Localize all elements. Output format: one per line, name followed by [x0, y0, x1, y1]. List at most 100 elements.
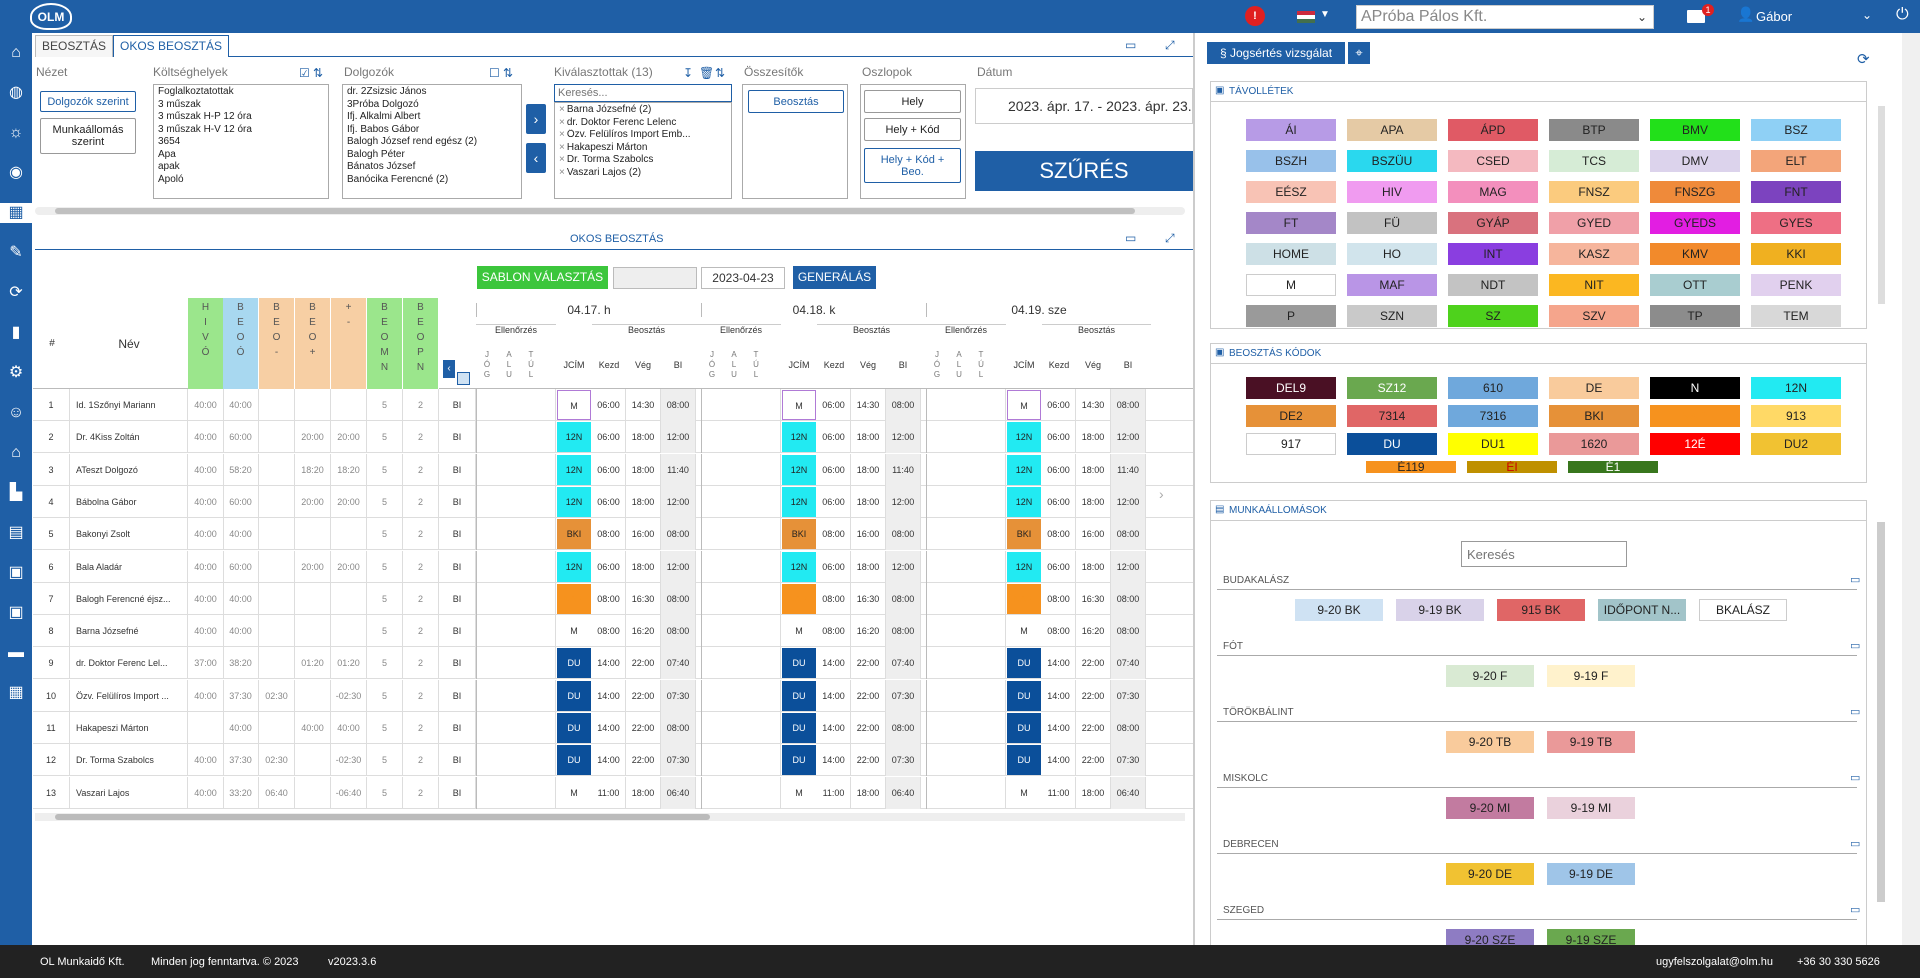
- schedule-code[interactable]: É119: [1366, 461, 1456, 473]
- worker-item[interactable]: Balogh Péter: [347, 148, 405, 160]
- shift-code-cell[interactable]: NAPI: [557, 583, 591, 614]
- shift-code-cell[interactable]: 12N: [1007, 551, 1041, 582]
- shift-code-cell[interactable]: M: [782, 616, 816, 647]
- check-cells[interactable]: [476, 421, 556, 454]
- selected-list[interactable]: × Barna Józsefné (2) × dr. Doktor Ferenc Le…: [554, 102, 732, 199]
- chevron-down-icon[interactable]: ⌄: [1862, 8, 1873, 22]
- mail-icon[interactable]: [1687, 10, 1705, 23]
- check-cells[interactable]: [926, 421, 1006, 454]
- check-cells[interactable]: [476, 712, 556, 744]
- column-place-code-button[interactable]: Hely + Kód: [864, 118, 961, 141]
- absence-code[interactable]: BMV: [1650, 119, 1740, 141]
- shift-code-cell[interactable]: BKI: [1007, 519, 1041, 550]
- check-cells[interactable]: [476, 647, 556, 680]
- check-cells[interactable]: [926, 582, 1006, 615]
- table-row[interactable]: 6 Bala Aladár 40:00 60:00 20:00 20:00 5 2 BI 12N 0…: [33, 550, 1193, 583]
- schedule-code[interactable]: 12N: [1751, 377, 1841, 399]
- schedule-code[interactable]: DU1: [1448, 433, 1538, 455]
- home-icon[interactable]: ⌂: [11, 44, 21, 61]
- table-icon[interactable]: [457, 372, 470, 385]
- table-row[interactable]: 9 dr. Doktor Ferenc Lel... 37:00 38:20 01:20…: [33, 647, 1193, 680]
- workstation-item[interactable]: 9-19 MI: [1547, 797, 1635, 819]
- trash-icon[interactable]: 🗑: [699, 66, 715, 80]
- worker-item[interactable]: dr. 2Zsizsic János: [347, 86, 427, 97]
- absence-code[interactable]: HO: [1347, 243, 1437, 265]
- cost-center-item[interactable]: 3654: [158, 136, 181, 147]
- absence-code[interactable]: HIV: [1347, 181, 1437, 203]
- worker-item[interactable]: Banócika Ferencné (2): [347, 173, 449, 185]
- check-cells[interactable]: [701, 776, 781, 809]
- absence-code[interactable]: EÉSZ: [1246, 181, 1336, 203]
- table-row[interactable]: 12 Dr. Torma Szabolcs 40:00 37:30 02:30 -02:3…: [33, 744, 1193, 777]
- check-cells[interactable]: [476, 776, 556, 809]
- workstation-group-header[interactable]: DEBRECEN: [1217, 836, 1857, 854]
- remove-icon[interactable]: ×: [559, 166, 565, 178]
- check-cells[interactable]: [701, 615, 781, 648]
- shift-code-cell[interactable]: 12N: [557, 551, 591, 582]
- sun-icon[interactable]: ☼: [8, 124, 24, 141]
- collapse-columns-button[interactable]: ‹: [443, 360, 455, 378]
- collapse-icon[interactable]: ▭: [1850, 772, 1861, 784]
- tools-icon[interactable]: ✎: [9, 244, 23, 261]
- folder-icon[interactable]: ▬: [8, 644, 24, 661]
- absences-scrollbar[interactable]: [1878, 106, 1885, 304]
- remove-icon[interactable]: ×: [559, 116, 565, 128]
- expand-icon[interactable]: ⤢: [1165, 38, 1175, 52]
- filter-scroll-thumb[interactable]: [55, 208, 1135, 214]
- collapse-icon[interactable]: ▭: [1125, 38, 1137, 52]
- language-flag-icon[interactable]: [1297, 11, 1315, 23]
- worker-item[interactable]: 3Próba Dolgozó: [347, 98, 419, 110]
- shift-code-cell[interactable]: BKI: [557, 519, 591, 550]
- check-cells[interactable]: [476, 615, 556, 648]
- check-cells[interactable]: [476, 485, 556, 518]
- absence-code[interactable]: MAG: [1448, 181, 1538, 203]
- shift-code-cell[interactable]: DU: [782, 713, 816, 743]
- selected-item[interactable]: × Vaszari Lajos (2): [559, 167, 727, 180]
- remove-icon[interactable]: ×: [559, 141, 565, 153]
- footer-email[interactable]: ugyfelszolgalat@olm.hu: [1656, 956, 1773, 968]
- check-cells[interactable]: [701, 453, 781, 486]
- workstation-search-input[interactable]: [1461, 541, 1627, 567]
- absence-code[interactable]: SZ: [1448, 305, 1538, 327]
- check-cells[interactable]: [476, 550, 556, 583]
- remove-icon[interactable]: ×: [559, 154, 565, 165]
- check-cells[interactable]: [701, 712, 781, 744]
- absence-code[interactable]: KKI: [1751, 243, 1841, 265]
- checkbox-icon[interactable]: ☐: [489, 66, 500, 80]
- shift-code-cell[interactable]: DU: [782, 648, 816, 679]
- schedule-code[interactable]: DU: [1347, 433, 1437, 455]
- shift-code-cell[interactable]: DU: [1007, 680, 1041, 711]
- check-cells[interactable]: [926, 647, 1006, 680]
- pane-divider[interactable]: [1193, 33, 1195, 945]
- schedule-code[interactable]: NAPI: [1650, 405, 1740, 427]
- shift-code-cell[interactable]: 12N: [1007, 422, 1041, 453]
- table-row[interactable]: 10 Özv. Felülíros Import ... 40:00 37:30 02:…: [33, 679, 1193, 712]
- schedule-code[interactable]: 610: [1448, 377, 1538, 399]
- template-input[interactable]: [613, 267, 697, 289]
- table-row[interactable]: 1 Id. 1Szőnyi Mariann 40:00 40:00 5 2 BI M 06:00…: [33, 389, 1193, 421]
- olm-logo[interactable]: OLM: [30, 3, 72, 30]
- table-row[interactable]: 2 Dr. 4Kiss Zoltán 40:00 60:00 20:00 20:00 5 2 B…: [33, 421, 1193, 454]
- shift-code-cell[interactable]: DU: [1007, 745, 1041, 776]
- cost-center-item[interactable]: apak: [158, 161, 180, 172]
- user-icon[interactable]: 👤: [1737, 6, 1755, 22]
- shift-code-cell[interactable]: M: [1007, 390, 1041, 420]
- check-cells[interactable]: [476, 582, 556, 615]
- column-place-button[interactable]: Hely: [864, 90, 961, 113]
- shift-code-cell[interactable]: DU: [782, 680, 816, 711]
- shift-code-cell[interactable]: NAPI: [782, 583, 816, 614]
- schedule-code[interactable]: 913: [1751, 405, 1841, 427]
- shift-code-cell[interactable]: BKI: [782, 519, 816, 550]
- sort-icon[interactable]: ⇅: [503, 66, 514, 80]
- workstation-item[interactable]: 9-19 TB: [1547, 731, 1635, 753]
- cost-center-item[interactable]: Ápoló: [158, 173, 184, 185]
- workstation-item[interactable]: 9-20 MI: [1446, 797, 1534, 819]
- workstation-item[interactable]: 9-20 BK: [1295, 599, 1383, 621]
- schedule-code[interactable]: 917: [1246, 433, 1336, 455]
- workstation-item[interactable]: BKALÁSZ: [1699, 599, 1787, 621]
- selected-item[interactable]: × Hakapeszi Márton: [559, 142, 727, 155]
- schedule-code[interactable]: DE: [1549, 377, 1639, 399]
- selected-item[interactable]: × Özv. Felülíros Import Emb...: [559, 129, 727, 142]
- selected-item[interactable]: × dr. Doktor Ferenc Lelenc: [559, 117, 727, 130]
- workstation-group-header[interactable]: MISKOLC: [1217, 770, 1857, 788]
